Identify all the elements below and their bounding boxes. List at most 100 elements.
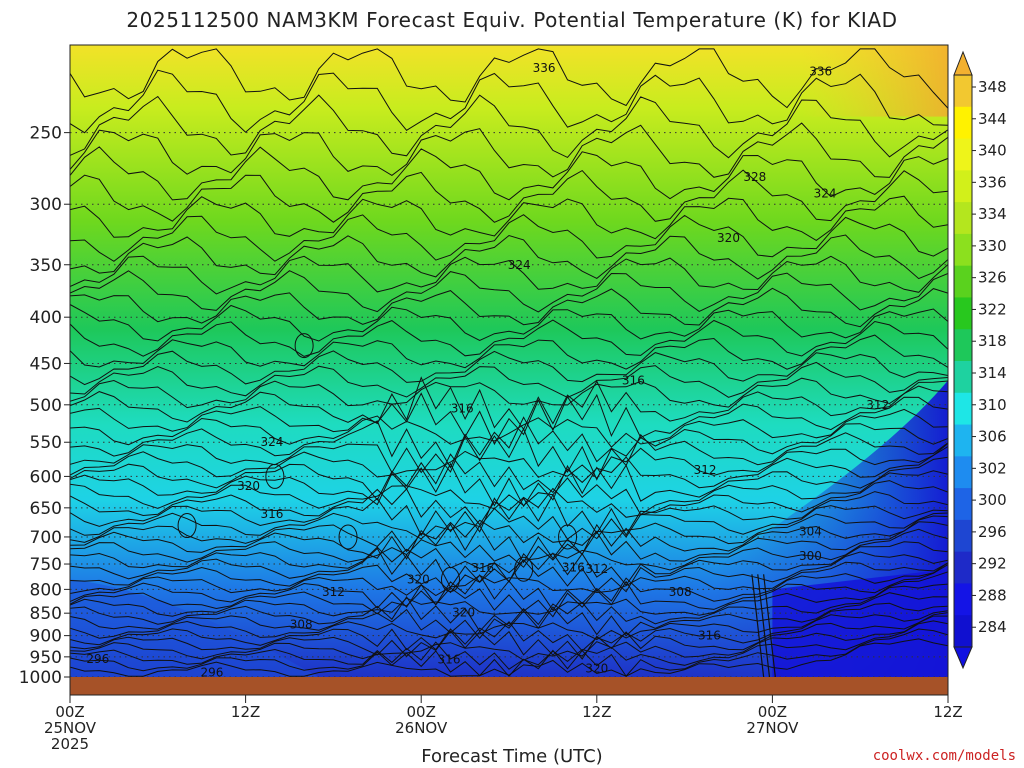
- contour-label-17: 312: [585, 562, 608, 576]
- contour-line-16: [70, 361, 948, 399]
- colorbar-label-1: 344: [978, 110, 1007, 128]
- contour-label-27: 320: [585, 661, 608, 675]
- contour-label-22: 308: [290, 618, 313, 632]
- frontal-contour-bundle: [751, 574, 776, 677]
- contour-label-16: 316: [562, 561, 585, 575]
- ytick-label-550: 550: [30, 433, 62, 453]
- contour-line-24: [70, 446, 948, 501]
- contour-line-43: [70, 610, 948, 652]
- contour-cell-0: [265, 463, 285, 489]
- colorbar-label-9: 314: [978, 364, 1007, 382]
- xtick-label-0-0: 00Z: [55, 703, 84, 721]
- colorbar-swatch-11: [954, 424, 972, 457]
- xtick-label-0-1: 25NOV: [44, 719, 97, 737]
- xtick-label-5-0: 12Z: [933, 703, 962, 721]
- contour-line-37: [70, 562, 948, 611]
- contour-line-6: [70, 195, 948, 241]
- chart-title: 2025112500 NAM3KM Forecast Equiv. Potent…: [126, 8, 898, 32]
- contour-label-1: 336: [809, 65, 832, 79]
- ytick-label-250: 250: [30, 124, 62, 144]
- colorbar-swatch-1: [954, 106, 972, 140]
- contour-line-13: [70, 319, 948, 357]
- xtick-label-2-1: 26NOV: [395, 719, 448, 737]
- ytick-label-750: 750: [30, 555, 62, 575]
- contour-line-36: [70, 561, 948, 597]
- contour-label-0: 336: [533, 61, 556, 75]
- theta-e-contours: [70, 48, 948, 677]
- colorbar-label-8: 318: [978, 332, 1007, 350]
- xtick-label-0-2: 2025: [51, 735, 89, 753]
- contour-line-14: [70, 334, 948, 370]
- contour-line-25: [70, 456, 948, 508]
- colorbar-swatch-9: [954, 361, 972, 394]
- contour-line-48: [70, 638, 948, 677]
- contour-cell-4: [558, 524, 578, 550]
- contour-label-21: 320: [452, 605, 475, 619]
- contour-line-44: [70, 612, 948, 660]
- colorbar-swatch-13: [954, 488, 972, 521]
- ytick-label-500: 500: [30, 396, 62, 416]
- colorbar-label-5: 330: [978, 237, 1007, 255]
- ytick-label-900: 900: [30, 627, 62, 647]
- contour-line-46: [70, 620, 948, 670]
- contour-label-2: 328: [743, 170, 766, 184]
- contour-label-4: 320: [717, 231, 740, 245]
- contour-line-28: [70, 491, 948, 537]
- contour-label-24: 296: [86, 652, 109, 666]
- contour-line-22: [70, 427, 948, 481]
- contour-line-45: [70, 615, 948, 661]
- contour-cell-6: [177, 513, 197, 539]
- contour-label-11: 320: [237, 479, 260, 493]
- contour-line-4: [70, 146, 948, 201]
- colorbar-label-4: 334: [978, 205, 1007, 223]
- contour-line-31: [70, 515, 948, 564]
- colorbar-swatch-4: [954, 202, 972, 235]
- colorbar-label-2: 340: [978, 142, 1007, 160]
- ytick-label-650: 650: [30, 499, 62, 519]
- colorbar-label-11: 306: [978, 428, 1007, 446]
- contour-label-9: 324: [260, 435, 283, 449]
- xtick-label-4-1: 27NOV: [746, 719, 799, 737]
- ytick-label-700: 700: [30, 528, 62, 548]
- colorbar-swatch-7: [954, 297, 972, 330]
- colorbar: 348 344 340 336 334 330 326 322 318 314 310 306 302 3…: [953, 50, 1007, 670]
- contour-line-39: [70, 571, 948, 617]
- contour-line-20: [70, 408, 948, 448]
- ground-strip: [70, 677, 948, 695]
- colorbar-swatch-17: [954, 615, 972, 648]
- contour-label-19: 312: [322, 585, 345, 599]
- contour-label-26: 296: [200, 665, 223, 679]
- xtick-label-4-0: 00Z: [758, 703, 787, 721]
- colorbar-label-6: 326: [978, 269, 1007, 287]
- contour-line-27: [70, 480, 948, 526]
- colorbar-label-10: 310: [978, 396, 1007, 414]
- contour-label-20: 308: [669, 585, 692, 599]
- credit-link[interactable]: coolwx.com/models: [872, 748, 1016, 764]
- colorbar-label-15: 292: [978, 555, 1007, 573]
- contour-line-1: [70, 69, 948, 134]
- contour-label-10: 312: [694, 463, 717, 477]
- contour-line-32: [70, 521, 948, 568]
- plot-frame: [69, 44, 949, 696]
- xtick-label-1-0: 12Z: [231, 703, 260, 721]
- contour-cell-2: [440, 566, 460, 592]
- colorbar-swatch-12: [954, 456, 972, 489]
- ytick-label-950: 950: [30, 648, 62, 668]
- colorbar-label-13: 300: [978, 491, 1007, 509]
- contour-line-23: [70, 442, 948, 479]
- contour-line-42: [70, 602, 948, 641]
- contour-line-2: [70, 94, 948, 159]
- colorbar-bottom-arrow: [953, 646, 973, 670]
- contour-cell-5: [294, 333, 314, 359]
- xtick-label-2-0: 00Z: [407, 703, 436, 721]
- contour-line-17: [70, 377, 948, 409]
- ytick-label-300: 300: [30, 195, 62, 215]
- colorbar-label-3: 336: [978, 173, 1007, 191]
- colorbar-swatch-10: [954, 392, 972, 426]
- colorbar-swatch-2: [954, 138, 972, 171]
- colorbar-label-12: 302: [978, 459, 1007, 477]
- contour-label-7: 316: [451, 402, 474, 416]
- colorbar-swatch-0: [954, 75, 972, 108]
- ytick-label-350: 350: [30, 256, 62, 276]
